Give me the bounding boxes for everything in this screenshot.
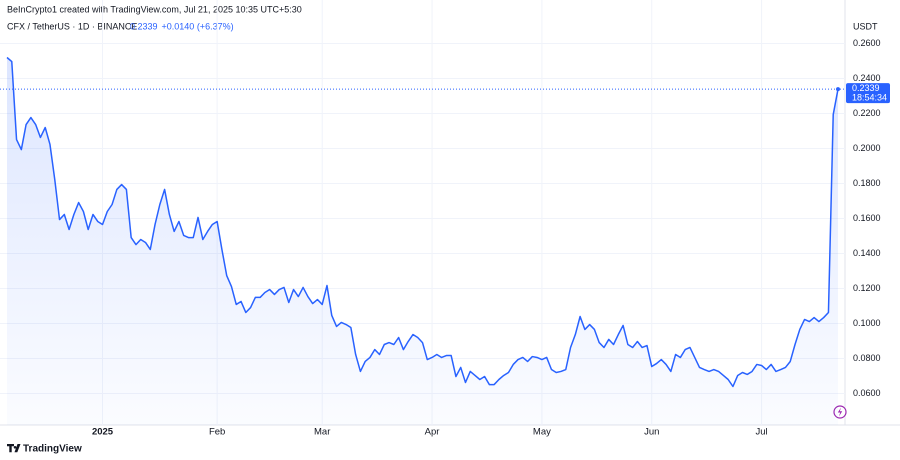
y-tick-label: 0.2000	[853, 143, 881, 153]
symbol: CFX / TetherUS · 1D · BINANCE	[7, 21, 137, 31]
last-price-box	[846, 83, 890, 104]
y-tick-label: 0.1800	[853, 178, 881, 188]
x-tick-label: Mar	[314, 427, 330, 438]
y-tick-label: 0.1200	[853, 283, 881, 293]
last-point	[836, 87, 840, 92]
price: 0.2339	[130, 21, 158, 31]
x-tick-label: Apr	[425, 427, 440, 438]
brand: TradingView	[23, 444, 82, 455]
x-tick-label: May	[533, 427, 551, 438]
y-tick-label: 0.2400	[853, 73, 881, 83]
price-line	[6, 56, 839, 388]
x-tick-label: Jun	[644, 427, 659, 438]
y-tick-label: 0.2200	[853, 108, 881, 118]
last-price-label: 0.2339	[852, 83, 880, 93]
countdown: 18:54:34	[852, 93, 887, 103]
x-tick-label: 2025	[92, 427, 114, 438]
y-tick-label: 0.0800	[853, 353, 881, 363]
y-tick-label: 0.0600	[853, 388, 881, 398]
y-tick-label: 0.2600	[853, 38, 881, 48]
y-tick-label: 0.1400	[853, 248, 881, 258]
area	[7, 57, 838, 425]
brand-logo	[7, 444, 21, 453]
x-tick-label: Feb	[209, 427, 225, 438]
y-tick-label: 0.1600	[853, 213, 881, 223]
x-tick-label: Jul	[756, 427, 768, 438]
credit: BeInCrypto1 created with TradingView.com…	[7, 4, 302, 14]
y-tick-label: 0.1000	[853, 318, 881, 328]
currency: USDT	[853, 21, 878, 31]
change: +0.0140 (+6.37%)	[162, 21, 234, 31]
